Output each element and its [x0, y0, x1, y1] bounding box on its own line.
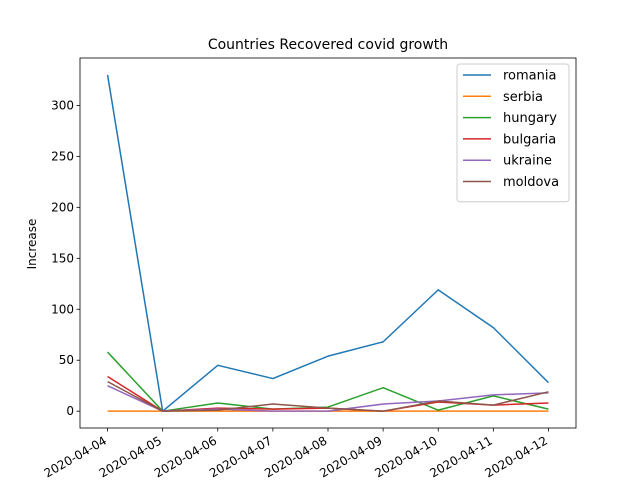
y-tick-label: 50	[59, 353, 74, 367]
series-line-hungary	[107, 351, 549, 412]
series-line-bulgaria	[107, 375, 549, 412]
legend-label-ukraine: ukraine	[503, 154, 552, 169]
y-tick-label: 300	[51, 98, 74, 112]
legend: romania serbia hungary bulgaria ukraine moldo…	[456, 63, 570, 203]
x-tick-label: 2020-04-12	[483, 433, 550, 480]
y-axis-label: Increase	[25, 219, 39, 270]
legend-label-serbia: serbia	[503, 90, 543, 105]
y-tick-label: 200	[51, 200, 74, 214]
legend-label-hungary: hungary	[503, 111, 557, 126]
y-tick-label: 250	[51, 149, 74, 163]
y-tick-label: 0	[66, 404, 74, 418]
y-tick-label: 150	[51, 251, 74, 265]
series-line-romania	[106, 74, 549, 412]
series-line-moldova	[107, 380, 549, 412]
legend-label-romania: romania	[503, 69, 556, 84]
legend-label-moldova: moldova	[503, 175, 559, 190]
y-tick-label: 100	[51, 302, 74, 316]
legend-label-bulgaria: bulgaria	[503, 132, 556, 147]
chart-title: Countries Recovered covid growth	[208, 37, 448, 53]
legend-box	[456, 63, 570, 203]
